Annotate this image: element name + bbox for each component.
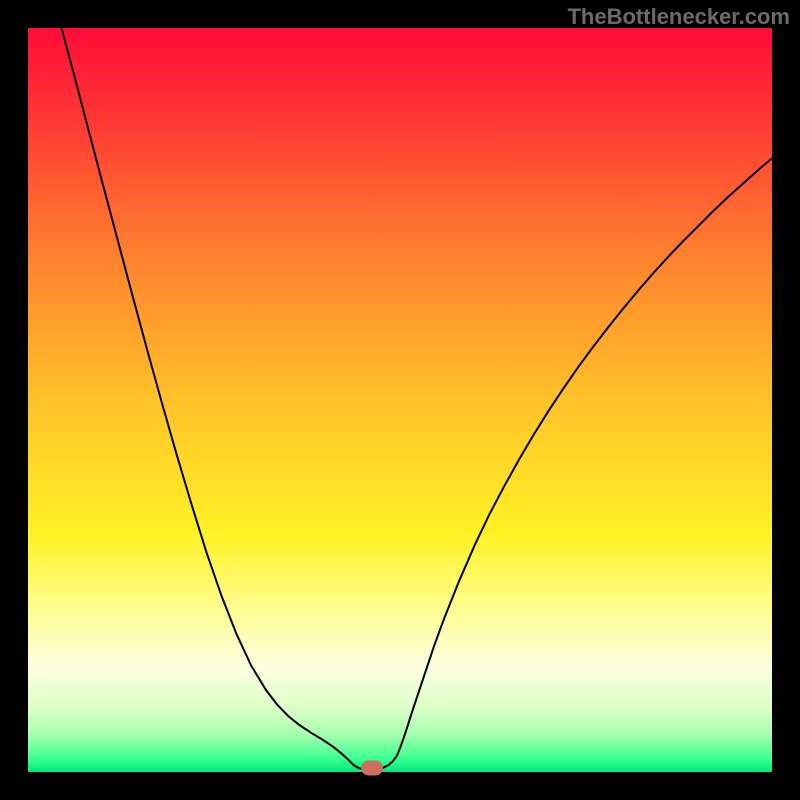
chart-svg <box>28 28 772 772</box>
chart-container: TheBottlenecker.com <box>0 0 800 800</box>
minimum-marker <box>361 760 383 775</box>
gradient-background <box>28 28 772 772</box>
plot-area <box>28 28 772 772</box>
attribution-text: TheBottlenecker.com <box>567 4 790 30</box>
